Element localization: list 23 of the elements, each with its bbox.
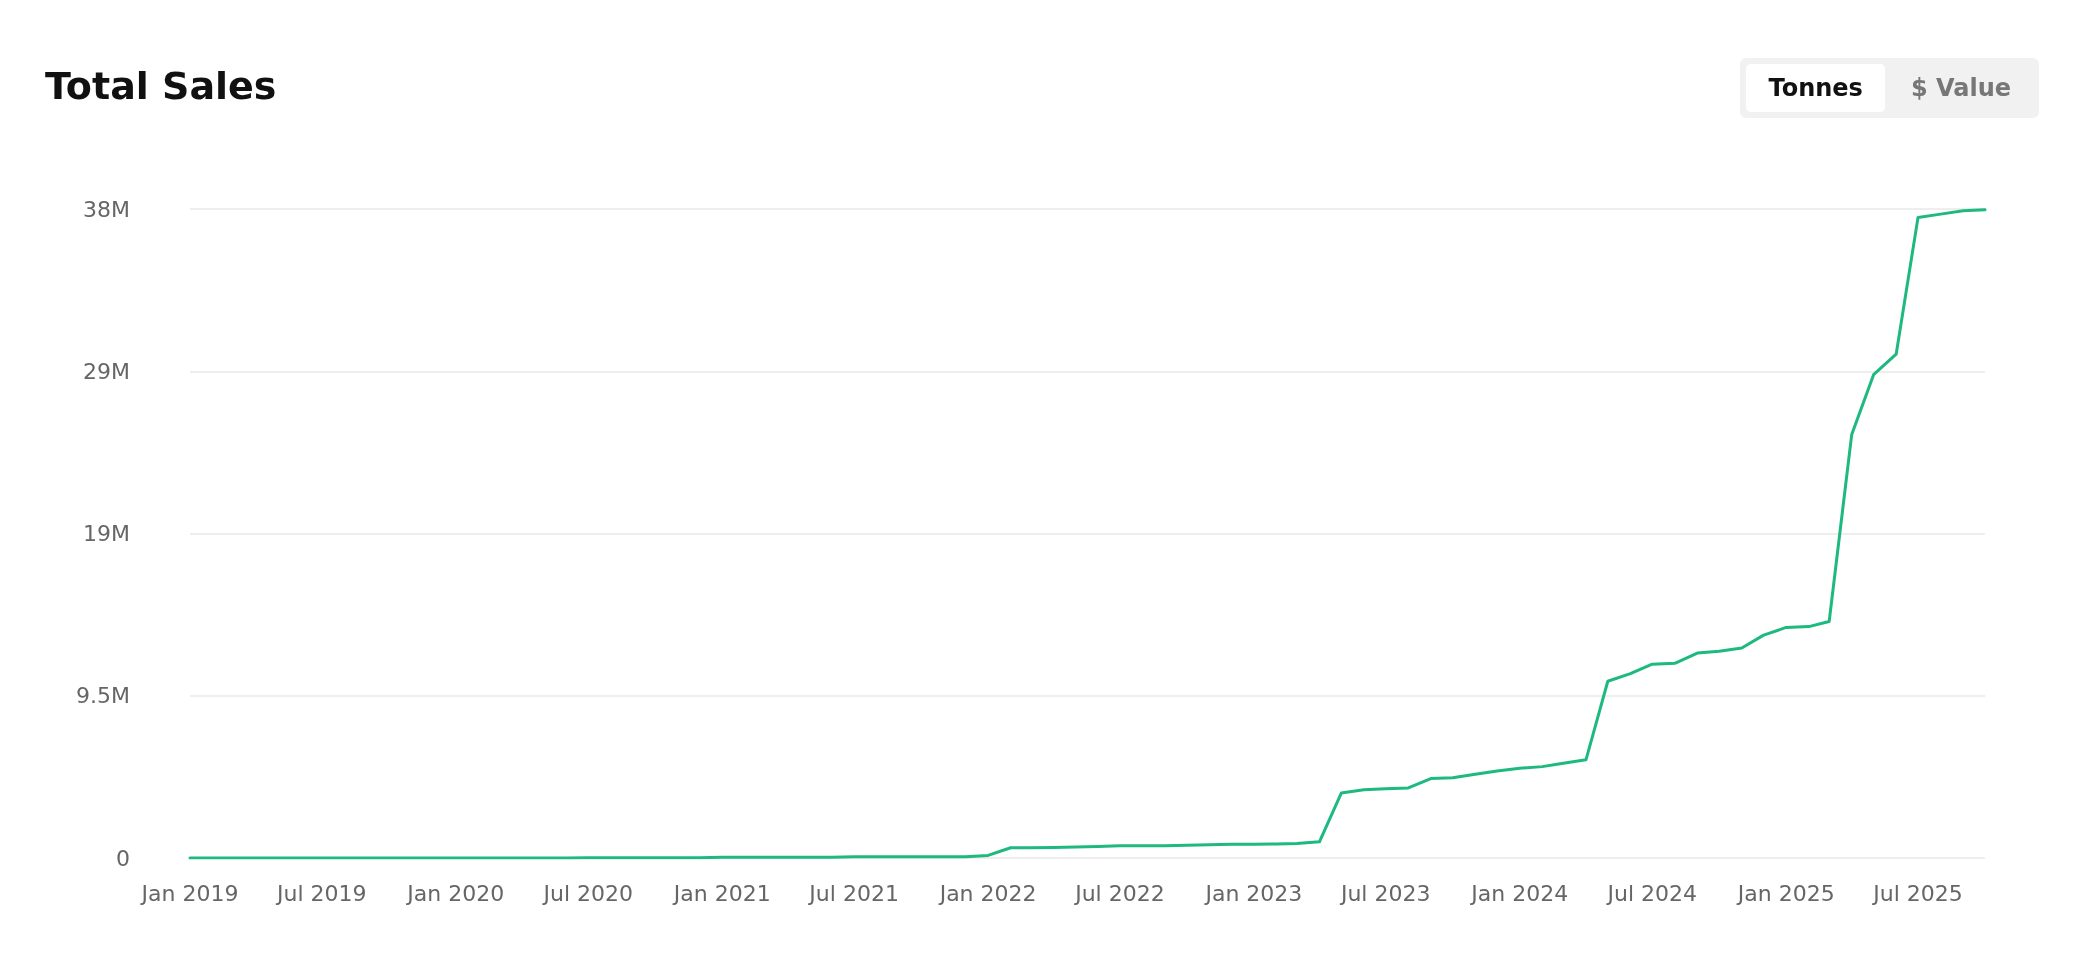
x-tick-label: Jan 2025 — [1735, 880, 1835, 906]
x-tick-label: Jan 2023 — [1203, 880, 1303, 906]
x-tick-label: Jul 2023 — [1338, 880, 1431, 906]
x-tick-label: Jan 2019 — [139, 880, 239, 906]
y-tick-label: 0 — [116, 845, 130, 871]
y-tick-label: 9.5M — [76, 683, 130, 709]
y-tick-label: 38M — [83, 196, 130, 222]
x-tick-label: Jan 2021 — [671, 880, 771, 906]
x-tick-label: Jan 2022 — [937, 880, 1037, 906]
x-tick-label: Jan 2024 — [1469, 880, 1569, 906]
x-tick-label: Jul 2019 — [275, 880, 367, 906]
text: $ Value — [1909, 73, 2012, 104]
y-tick-label: 19M — [83, 521, 130, 546]
text: Tonnes — [1746, 64, 1885, 112]
x-tick-label: Jan 2020 — [405, 880, 505, 906]
x-tick-label: Jul 2022 — [1073, 880, 1165, 906]
x-tick-label: Jul 2025 — [1871, 880, 1963, 906]
line-series — [188, 208, 1987, 860]
chart-title: Total Sales — [45, 64, 277, 108]
x-tick-label: Jul 2020 — [541, 880, 634, 906]
x-tick-label: Jul 2024 — [1605, 880, 1697, 906]
x-tick-label: Jul 2021 — [807, 880, 899, 906]
y-tick-label: 29M — [83, 358, 130, 384]
